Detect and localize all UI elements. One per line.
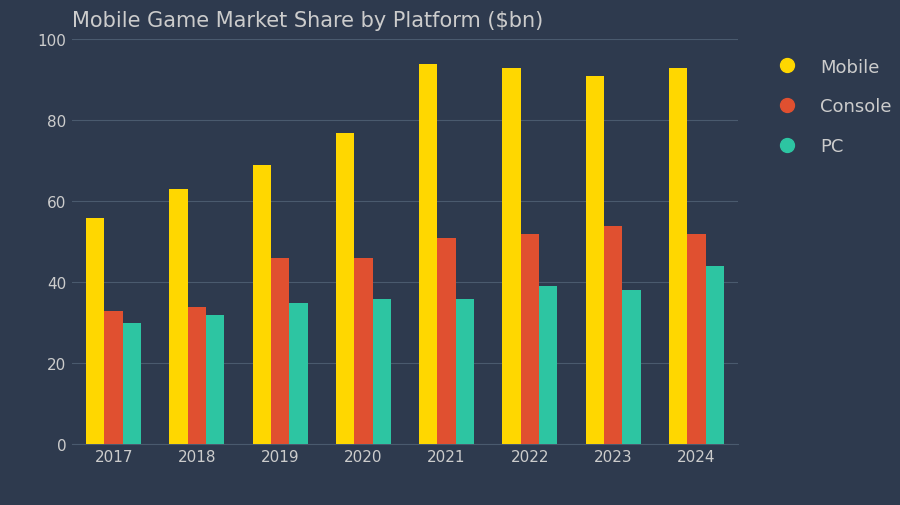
Bar [419,65,437,444]
Bar [271,259,289,444]
Bar [206,315,224,444]
Bar [539,287,557,444]
Bar [586,77,604,444]
Bar [437,238,455,444]
Bar [104,311,122,444]
Bar [373,299,391,444]
Bar [622,291,641,444]
Bar [188,307,206,444]
Bar [169,190,188,444]
Bar [521,234,539,444]
Text: Mobile Game Market Share by Platform ($bn): Mobile Game Market Share by Platform ($b… [72,11,544,30]
Bar [502,69,521,444]
Bar [86,218,104,444]
Bar [669,69,688,444]
Bar [706,267,724,444]
Bar [355,259,373,444]
Bar [688,234,706,444]
Bar [455,299,474,444]
Bar [604,226,622,444]
Bar [122,323,141,444]
Legend: Mobile, Console, PC: Mobile, Console, PC [760,49,900,165]
Bar [253,166,271,444]
Bar [289,303,308,444]
Bar [336,133,355,444]
